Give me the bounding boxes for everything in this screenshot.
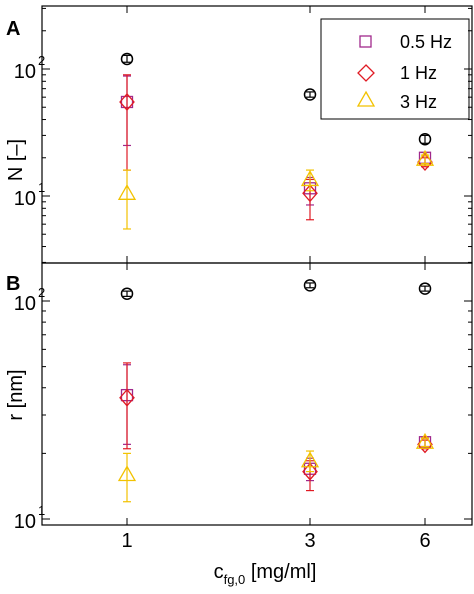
legend-label-3hz: 3 Hz (400, 92, 437, 112)
xtick-label-1: 1 (121, 530, 132, 552)
panel-a-circle-point (120, 52, 134, 66)
x-axis-label: cfg,0 [mg/ml] (214, 561, 317, 587)
panel-a-triangle-point (117, 183, 137, 200)
panel-b-circle-point (418, 282, 432, 295)
ytick-exp: 1 (38, 180, 45, 195)
panel-a-diamond-point (302, 184, 318, 203)
panel-b-circle-point (120, 287, 134, 300)
panel-b-letter: B (6, 273, 20, 295)
panel-b-ylabel: r [nm] (5, 369, 27, 420)
panel-a-ytick-label-10: 10 1 (14, 180, 45, 210)
panel-b-diamond-point (302, 462, 318, 481)
ytick-exp: 2 (38, 285, 45, 300)
ytick-exp: 1 (38, 503, 45, 518)
xlabel-subscript: fg,0 (224, 572, 246, 587)
panel-b-ytick-label-100: 10 2 (14, 285, 45, 315)
ytick-exp: 2 (38, 53, 45, 68)
plot-layer (42, 6, 472, 525)
xtick-label-3: 3 (304, 530, 315, 552)
legend-triangle-marker (356, 90, 376, 107)
legend-label-1hz: 1 Hz (400, 63, 437, 83)
panel-a-triangle-point (300, 170, 320, 187)
panel-a-circle-point (418, 132, 432, 146)
panel-b-triangle-point (415, 432, 435, 449)
panel-a-diamond-point (119, 92, 135, 111)
panel-a-triangle-point (415, 149, 435, 166)
xlabel-main: c (214, 561, 224, 583)
panel-a-letter: A (6, 18, 20, 40)
ytick-base: 10 (14, 511, 36, 533)
legend-box (320, 18, 470, 120)
panel-b-triangle-point (300, 451, 320, 468)
panel-b-ytick-label-10: 10 1 (14, 503, 45, 533)
panel-b-axes-frame (41, 262, 473, 526)
legend-label-0-5hz: 0.5 Hz (400, 32, 452, 52)
ytick-base: 10 (14, 293, 36, 315)
panel-b-triangle-point (117, 465, 137, 482)
xlabel-rest: [mg/ml] (245, 561, 316, 583)
legend-square-marker (359, 35, 372, 48)
panel-a-circle-point (303, 88, 317, 101)
ytick-base: 10 (14, 61, 36, 83)
xtick-label-6: 6 (419, 530, 430, 552)
legend-diamond-marker (357, 64, 375, 82)
panel-b-circle-point (303, 279, 317, 292)
ytick-base: 10 (14, 188, 36, 210)
legend: 0.5 Hz 1 Hz 3 Hz (320, 18, 470, 120)
panel-a-ylabel: N [–] (5, 139, 27, 181)
panel-a-ytick-label-100: 10 2 (14, 53, 45, 83)
panel-b-diamond-point (119, 388, 135, 407)
